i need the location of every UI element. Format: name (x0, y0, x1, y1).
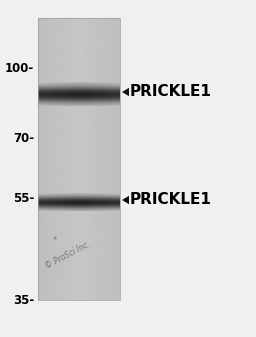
Text: 70-: 70- (13, 131, 34, 145)
Polygon shape (122, 88, 129, 96)
Polygon shape (122, 196, 129, 204)
Text: PRICKLE1: PRICKLE1 (130, 192, 212, 208)
Text: 100-: 100- (5, 61, 34, 74)
Bar (38, 18, 120, 300)
Text: PRICKLE1: PRICKLE1 (130, 85, 212, 99)
Text: *: * (53, 236, 57, 245)
Text: 35-: 35- (13, 294, 34, 306)
Text: © ProSci Inc.: © ProSci Inc. (44, 239, 92, 271)
Text: 55-: 55- (13, 191, 34, 205)
